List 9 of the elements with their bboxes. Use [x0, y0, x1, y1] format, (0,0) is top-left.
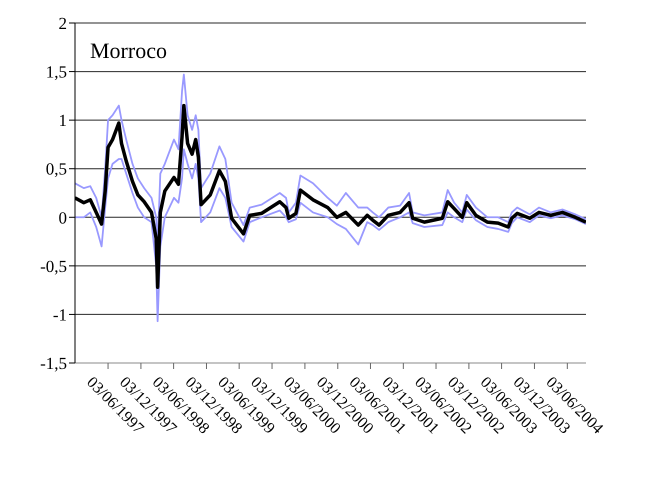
y-tick-label: -0,5 [40, 256, 67, 276]
text: Morroco [90, 38, 167, 64]
y-tick-label: 2 [58, 14, 67, 34]
y-tick-label: 0,5 [46, 160, 67, 179]
y-tick-label: -1,5 [40, 354, 67, 374]
y-tick-label: 0 [58, 208, 67, 228]
y-tick-label: -1 [52, 305, 67, 324]
y-tick-label: 1 [58, 111, 67, 130]
y-tick-label: 1,5 [46, 62, 67, 82]
